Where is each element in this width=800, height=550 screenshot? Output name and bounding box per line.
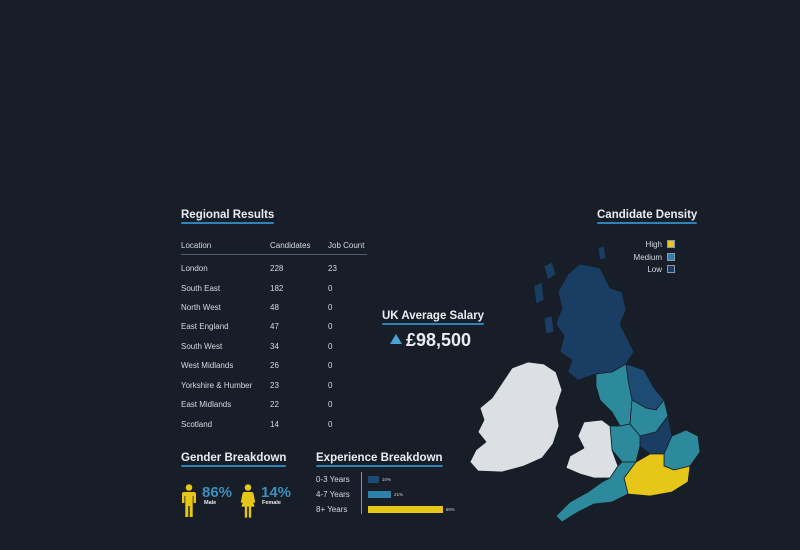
region-south-west[interactable] [555,461,637,523]
title-underline [597,222,698,224]
row-job-count: 0 [328,322,333,331]
salary-value: £98,500 [390,330,471,351]
legend-label-medium: Medium [633,253,662,262]
row-location: East Midlands [181,400,232,409]
legend-label-low: Low [647,265,662,274]
table-row: South East 182 0 [181,284,367,298]
row-location: South East [181,284,221,293]
row-job-count: 0 [328,361,333,370]
row-candidates: 23 [270,381,279,390]
experience-label: 8+ Years [316,505,348,514]
table-row: North West 48 0 [181,303,367,317]
row-job-count: 0 [328,342,333,351]
table-row: London 228 23 [181,264,367,278]
region-north-west[interactable] [595,363,633,427]
row-location: London [181,264,208,273]
row-candidates: 228 [270,264,284,273]
density-title: Candidate Density [597,209,698,226]
row-location: East England [181,322,229,331]
male-person-icon [182,484,196,517]
row-candidates: 47 [270,322,279,331]
table-row: Scotland 14 0 [181,420,367,434]
regional-results-title: Regional Results [181,209,275,226]
male-label: Male [204,500,217,506]
title-underline [181,222,275,224]
experience-label: 0-3 Years [316,475,350,484]
gender-title-text: Gender Breakdown [181,452,287,464]
legend-swatch-high [667,240,675,248]
legend-label-high: High [645,240,662,249]
row-candidates: 182 [270,284,284,293]
region-wales[interactable] [565,419,619,479]
row-location: West Midlands [181,361,234,370]
row-job-count: 0 [328,420,333,429]
title-underline [382,323,485,325]
row-location: South West [181,342,223,351]
table-row: West Midlands 26 0 [181,361,367,375]
experience-bar [368,491,392,498]
region-scotland-isles [543,315,555,335]
title-underline [181,465,287,467]
female-person-icon [240,484,256,518]
salary-title: UK Average Salary [382,310,485,327]
female-percentage: 14% [261,484,292,501]
table-row: Yorkshire & Humber 23 0 [181,381,367,395]
column-header-location: Location [181,241,212,250]
salary-amount: £98,500 [406,330,472,350]
region-scotland-isles [597,245,607,261]
table-row: South West 34 0 [181,342,367,356]
column-header-candidates: Candidates [270,241,311,250]
row-job-count: 0 [328,381,333,390]
row-candidates: 22 [270,400,279,409]
table-row: East Midlands 22 0 [181,400,367,414]
region-scotland-isles [543,261,557,281]
column-header-job-count: Job Count [328,241,365,250]
gender-title: Gender Breakdown [181,452,287,469]
row-location: Scotland [181,420,213,429]
experience-bar-value: 10% [382,477,392,482]
row-job-count: 0 [328,400,333,409]
row-location: North West [181,303,221,312]
regional-results-title-text: Regional Results [181,209,275,221]
male-percentage: 86% [202,484,233,501]
female-label: Female [262,500,281,506]
salary-title-text: UK Average Salary [382,310,485,322]
experience-axis [361,472,362,514]
region-scotland[interactable] [555,263,635,381]
legend-swatch-medium [667,253,675,261]
experience-bar-value: 21% [394,492,404,497]
regional-table-header: Location Candidates Job Count [181,240,367,255]
table-row: East England 47 0 [181,322,367,336]
experience-title: Experience Breakdown [316,452,443,469]
row-job-count: 23 [328,264,337,273]
row-candidates: 26 [270,361,279,370]
up-triangle-icon [390,334,402,344]
uk-density-map [469,245,701,523]
region-scotland-isles [533,281,545,305]
row-candidates: 14 [270,420,279,429]
legend-swatch-low [667,265,675,273]
experience-title-text: Experience Breakdown [316,452,443,464]
region-ireland[interactable] [469,361,563,473]
density-title-text: Candidate Density [597,209,698,221]
row-candidates: 48 [270,303,279,312]
title-underline [316,465,443,467]
row-job-count: 0 [328,303,333,312]
row-candidates: 34 [270,342,279,351]
region-west-midlands[interactable] [609,423,641,463]
experience-bar [368,506,443,513]
row-job-count: 0 [328,284,333,293]
experience-bar [368,476,379,483]
experience-bar-value: 68% [445,507,455,512]
experience-label: 4-7 Years [316,490,350,499]
row-location: Yorkshire & Humber [181,381,253,390]
